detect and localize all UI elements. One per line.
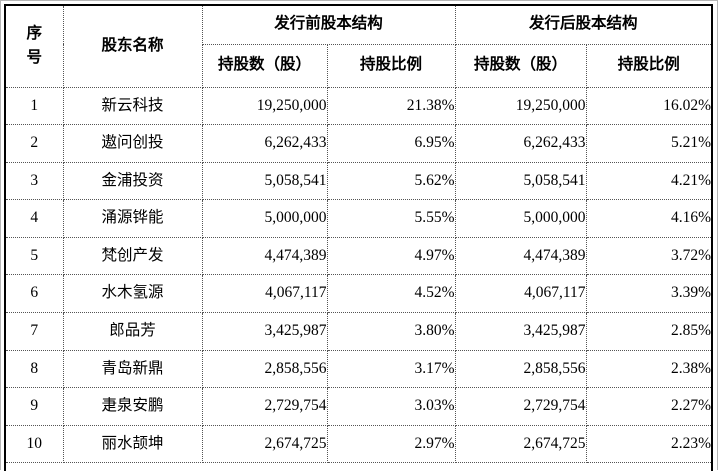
table-row: 7 郎品芳 3,425,987 3.80% 3,425,987 2.85%	[6, 312, 712, 351]
pre-shares: 4,474,389	[201, 236, 328, 276]
row-index: 2	[6, 124, 64, 163]
header-index-label: 序号	[26, 25, 42, 67]
shareholder-name: 金浦投资	[62, 161, 203, 201]
pre-shares: 2,729,754	[201, 387, 328, 426]
row-index: 7	[6, 312, 64, 351]
pre-ratio: 5.55%	[326, 199, 456, 238]
pre-shares: 2,858,556	[201, 349, 328, 389]
pre-shares: 5,000,000	[201, 199, 328, 238]
shareholding-table-frame: 序号 股东名称 发行前股本结构 发行后股本结构 持股数（股） 持股比例 持股数（…	[4, 4, 713, 471]
shareholding-table: 序号 股东名称 发行前股本结构 发行后股本结构 持股数（股） 持股比例 持股数（…	[6, 6, 712, 464]
shareholder-name: 郎品芳	[62, 312, 203, 351]
shareholder-name: 梵创产发	[62, 236, 203, 276]
header-index: 序号	[6, 6, 64, 88]
post-ratio: 3.39%	[585, 274, 712, 314]
row-index: 8	[6, 349, 64, 389]
header-pre-shares: 持股数（股）	[202, 43, 328, 88]
post-shares: 2,729,754	[454, 387, 587, 426]
table-row: 2 遨问创投 6,262,433 6.95% 6,262,433 5.21%	[6, 124, 712, 163]
post-ratio: 2.38%	[585, 349, 712, 389]
table-row: 4 涌源铧能 5,000,000 5.55% 5,000,000 4.16%	[6, 199, 712, 238]
header-group-row: 序号 股东名称 发行前股本结构 发行后股本结构	[6, 6, 712, 88]
header-pre-issue-group: 发行前股本结构	[201, 6, 456, 45]
post-shares: 19,250,000	[454, 86, 587, 126]
pre-shares: 6,262,433	[201, 124, 328, 163]
shareholder-name: 新云科技	[62, 86, 203, 126]
row-index: 5	[6, 236, 64, 276]
shareholder-name: 青岛新鼎	[62, 349, 203, 389]
pre-ratio: 3.80%	[326, 312, 456, 351]
table-row: 9 疌泉安鹏 2,729,754 3.03% 2,729,754 2.27%	[6, 387, 712, 426]
pre-shares: 4,067,117	[201, 274, 328, 314]
table-body: 1 新云科技 19,250,000 21.38% 19,250,000 16.0…	[6, 86, 712, 464]
post-shares: 5,000,000	[454, 199, 587, 238]
post-shares: 3,425,987	[454, 312, 587, 351]
pre-shares: 2,674,725	[201, 424, 328, 464]
post-ratio: 2.27%	[585, 387, 712, 426]
row-index: 4	[6, 199, 64, 238]
pre-shares: 3,425,987	[201, 312, 328, 351]
header-shareholder: 股东名称	[62, 6, 203, 88]
shareholder-name: 疌泉安鹏	[62, 387, 203, 426]
shareholder-name: 水木氢源	[62, 274, 203, 314]
post-ratio: 2.23%	[585, 424, 712, 464]
post-ratio: 16.02%	[585, 86, 712, 126]
header-pre-ratio: 持股比例	[326, 43, 456, 88]
pre-ratio: 21.38%	[326, 86, 456, 126]
post-ratio: 3.72%	[585, 236, 712, 276]
post-shares: 4,067,117	[454, 274, 587, 314]
header-post-issue-group: 发行后股本结构	[454, 6, 712, 45]
row-index: 3	[6, 161, 64, 201]
table-row: 6 水木氢源 4,067,117 4.52% 4,067,117 3.39%	[6, 274, 712, 314]
post-ratio: 4.16%	[585, 199, 712, 238]
header-post-shares: 持股数（股）	[454, 43, 587, 88]
pre-ratio: 6.95%	[326, 124, 456, 163]
shareholder-name: 涌源铧能	[62, 199, 203, 238]
shareholder-name: 遨问创投	[62, 124, 203, 163]
table-row: 10 丽水颉坤 2,674,725 2.97% 2,674,725 2.23%	[6, 424, 712, 464]
row-index: 9	[6, 387, 64, 426]
header-sub-row: 持股数（股） 持股比例 持股数（股） 持股比例	[6, 43, 712, 88]
table-row: 3 金浦投资 5,058,541 5.62% 5,058,541 4.21%	[6, 161, 712, 201]
row-index: 6	[6, 274, 64, 314]
post-shares: 4,474,389	[454, 236, 587, 276]
table-row: 5 梵创产发 4,474,389 4.97% 4,474,389 3.72%	[6, 236, 712, 276]
post-ratio: 4.21%	[585, 161, 712, 201]
table-header: 序号 股东名称 发行前股本结构 发行后股本结构 持股数（股） 持股比例 持股数（…	[6, 6, 712, 88]
shareholder-name: 丽水颉坤	[62, 424, 203, 464]
post-shares: 5,058,541	[454, 161, 587, 201]
post-shares: 2,858,556	[454, 349, 587, 389]
post-ratio: 2.85%	[585, 312, 712, 351]
pre-shares: 5,058,541	[201, 161, 328, 201]
post-shares: 6,262,433	[454, 124, 587, 163]
row-index: 10	[6, 424, 64, 464]
pre-ratio: 2.97%	[326, 424, 456, 464]
row-index: 1	[6, 86, 64, 126]
pre-ratio: 5.62%	[326, 161, 456, 201]
post-ratio: 5.21%	[585, 124, 712, 163]
header-post-ratio: 持股比例	[585, 43, 712, 88]
pre-ratio: 3.03%	[326, 387, 456, 426]
pre-ratio: 4.97%	[326, 236, 456, 276]
table-row: 1 新云科技 19,250,000 21.38% 19,250,000 16.0…	[6, 86, 712, 126]
pre-shares: 19,250,000	[201, 86, 328, 126]
pre-ratio: 3.17%	[326, 349, 456, 389]
post-shares: 2,674,725	[454, 424, 587, 464]
pre-ratio: 4.52%	[326, 274, 456, 314]
table-row: 8 青岛新鼎 2,858,556 3.17% 2,858,556 2.38%	[6, 349, 712, 389]
